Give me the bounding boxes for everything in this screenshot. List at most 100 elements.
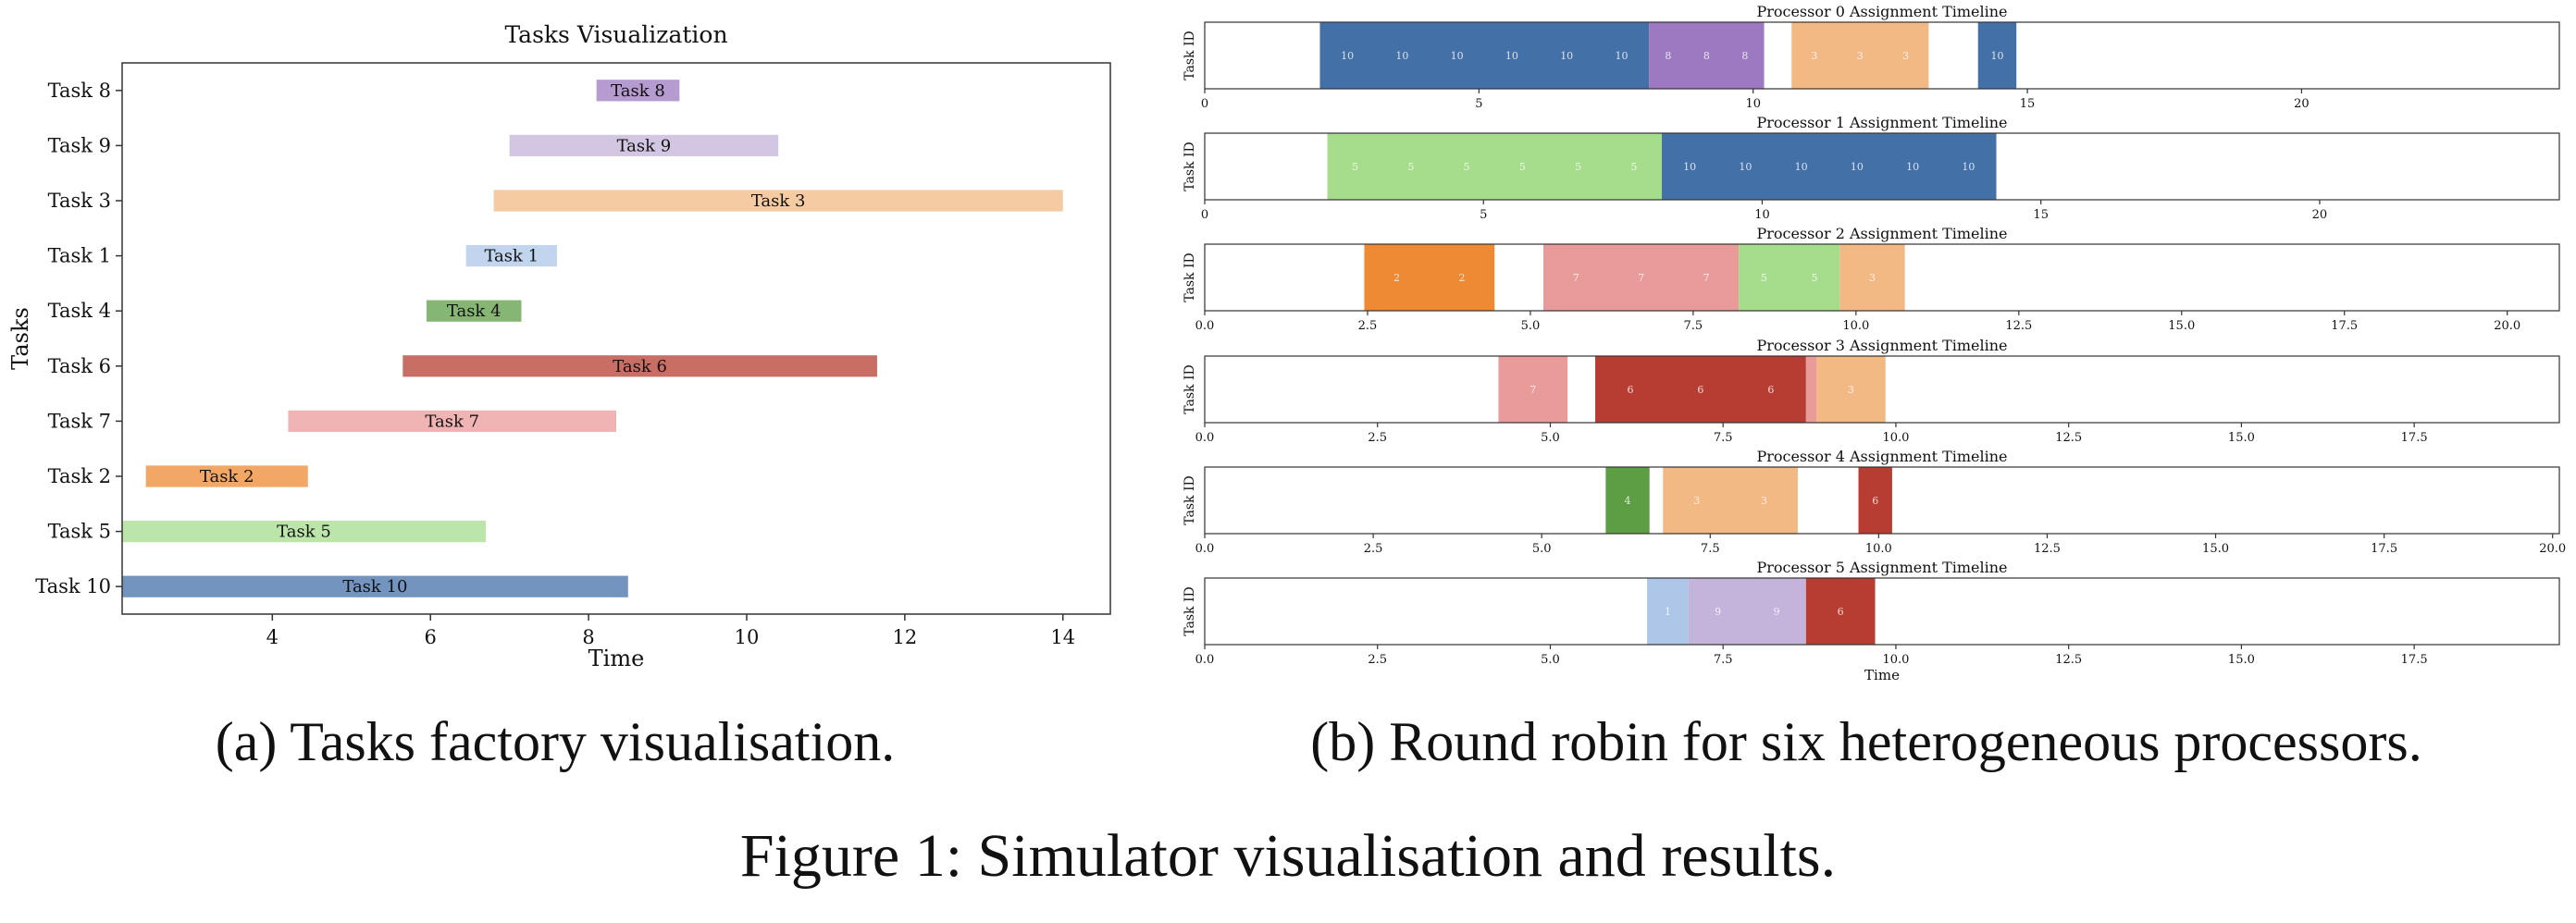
task-bar [465,244,557,267]
segment-label: 8 [1741,50,1748,62]
x-tick-label: 15.0 [2228,653,2255,667]
task-segment [1858,467,1892,534]
processor-1-timeline: 5 5 5 5 5 5 10 10 10 10 10 10 0 5 10 15 20 Processor 1 As… [1183,114,2560,222]
segment-label: 3 [1811,50,1817,62]
task-bar-label: Task 5 [277,523,331,542]
task-segment [1977,22,2017,89]
segment-label: 10 [1962,161,1975,173]
task-bar [493,190,1063,212]
x-tick-label: 10.0 [1882,431,1909,445]
segment-label: 9 [1774,606,1780,618]
x-tick-label: 10.0 [1842,319,1869,333]
subcaption-b: (b) Round robin for six heterogeneous pr… [1310,711,2422,772]
task-segment [1839,244,1905,311]
x-tick-label: 17.5 [2371,542,2397,556]
segment-label: 6 [1767,384,1774,396]
x-tick-label: 0.0 [1195,431,1215,445]
y-tick-label: Task 8 [48,80,111,102]
task-segment [1662,133,1997,200]
plot-frame [1204,577,2560,646]
segment-label: 3 [1869,272,1876,284]
task-segment [1805,578,1876,645]
segment-label: 10 [1851,161,1864,173]
task-bar-label: Task 9 [617,136,672,155]
task-segment [1319,22,1650,89]
figure-caption: Figure 1: Simulator visualisation and re… [739,822,1837,890]
task-bar-label: Task 10 [342,577,407,597]
task-bar [288,410,616,433]
task-bar-label: Task 7 [425,412,479,431]
task-segment [1688,578,1806,645]
task-bar [509,134,779,157]
y-tick-label: Task 4 [48,300,111,322]
x-tick-label: 14 [1050,626,1075,648]
task-bar-label: Task 3 [751,191,806,211]
task-segment [1791,22,1929,89]
task-segment [1739,244,1840,311]
x-tick-label: 5.0 [1541,653,1560,667]
y-axis-label: Task ID [1183,31,1197,80]
task-segment [1805,356,1817,423]
x-tick-label: 12.5 [2055,653,2082,667]
task-segment [1595,356,1806,423]
task-bar-label: Task 6 [613,357,667,376]
x-tick-label: 20.0 [2539,542,2566,556]
segment-label: 5 [1630,161,1637,173]
x-tick-label: 12.5 [2034,542,2061,556]
processor-5-timeline: 1 9 9 6 0.0 2.5 5.0 7.5 10.0 12.5 15.0 17.5 Processo… [1183,559,2560,683]
x-tick-label: 0.0 [1195,542,1215,556]
x-tick-label: 10 [1745,97,1761,111]
segment-label: 5 [1519,161,1526,173]
segment-label: 10 [1341,50,1354,62]
segment-label: 10 [1906,161,1919,173]
segment-label: 5 [1575,161,1581,173]
x-tick-label: 10.0 [1882,653,1909,667]
segment-label: 10 [1795,161,1808,173]
segment-label: 6 [1627,384,1633,396]
x-tick-label: 2.5 [1368,653,1387,667]
x-tick-label: 20.0 [2494,319,2520,333]
x-tick-label: 10 [735,626,760,648]
segment-label: 10 [1683,161,1696,173]
x-tick-label: 0 [1201,97,1208,111]
timeline-title: Processor 2 Assignment Timeline [1756,225,2007,242]
segment-label: 10 [1505,50,1518,62]
plot-frame [1204,355,2560,424]
segment-label: 7 [1530,384,1536,396]
y-axis-label: Task ID [1183,475,1197,524]
x-tick-label: 12.5 [2055,431,2082,445]
segment-label: 10 [1395,50,1408,62]
task-segment [1647,578,1689,645]
x-tick-label: 12 [892,626,917,648]
x-tick-label: 2.5 [1368,431,1387,445]
segment-label: 5 [1352,161,1358,173]
task-segment [1498,356,1568,423]
task-bar [145,465,308,487]
y-axis-label: Task ID [1183,252,1197,302]
subcaption-a: (a) Tasks factory visualisation. [215,711,896,772]
timeline-title: Processor 4 Assignment Timeline [1756,448,2007,465]
x-tick-label: 12.5 [2005,319,2032,333]
x-tick-label: 10 [1754,208,1770,222]
processor-3-timeline: 7 6 6 6 3 0.0 2.5 5.0 7.5 10.0 12.5 15.0 17.5 Process… [1183,337,2560,445]
segment-label: 8 [1665,50,1671,62]
segment-label: 10 [1990,50,2003,62]
task-bar [402,355,877,377]
task-bar [596,80,680,102]
x-tick-label: 0.0 [1195,319,1215,333]
segment-label: 6 [1697,384,1703,396]
segment-label: 10 [1739,161,1752,173]
x-tick-label: 15 [2020,97,2036,111]
timeline-title: Processor 5 Assignment Timeline [1756,559,2007,576]
y-tick-label: Task 2 [48,465,111,487]
plot-frame [121,62,1111,615]
tasks-visualization-chart: Task 8 Task 8 Task 9 Task 9 Task 3 Task 3 Task… [7,21,1111,671]
task-bar-label: Task 2 [200,467,254,486]
processor-2-timeline: 2 2 7 7 7 5 5 3 0.0 2.5 5.0 7.5 10.0 12.5 15.0 17.5 20.0… [1183,225,2560,333]
segment-label: 7 [1703,272,1709,284]
x-tick-label: 4 [266,626,279,648]
figure-canvas: Task 8 Task 8 Task 9 Task 9 Task 3 Task 3 Task… [7,3,2566,683]
x-tick-label: 5.0 [1532,542,1552,556]
segment-label: 3 [1857,50,1864,62]
segment-label: 10 [1615,50,1628,62]
